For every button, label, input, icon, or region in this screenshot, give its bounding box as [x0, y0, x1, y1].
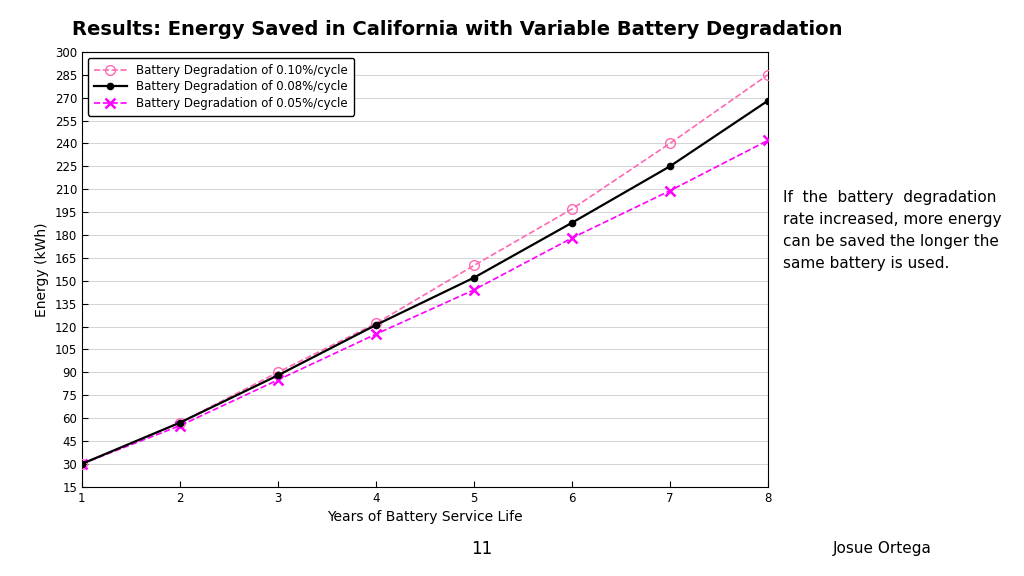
Battery Degradation of 0.08%/cycle	[762, 97, 774, 104]
Battery Degradation of 0.10%/cycle	[762, 71, 774, 78]
Line: Battery Degradation of 0.05%/cycle: Battery Degradation of 0.05%/cycle	[77, 135, 773, 469]
Battery Degradation of 0.05%/cycle	[271, 377, 284, 384]
Battery Degradation of 0.08%/cycle	[271, 372, 284, 379]
Text: Results: Energy Saved in California with Variable Battery Degradation: Results: Energy Saved in California with…	[72, 20, 842, 39]
Battery Degradation of 0.08%/cycle	[76, 460, 88, 467]
Battery Degradation of 0.05%/cycle	[566, 234, 579, 241]
Battery Degradation of 0.10%/cycle	[664, 140, 676, 147]
Battery Degradation of 0.10%/cycle	[76, 460, 88, 467]
X-axis label: Years of Battery Service Life: Years of Battery Service Life	[327, 510, 523, 524]
Y-axis label: Energy (kWh): Energy (kWh)	[35, 222, 49, 317]
Battery Degradation of 0.10%/cycle	[468, 262, 480, 269]
Battery Degradation of 0.08%/cycle	[370, 321, 382, 328]
Battery Degradation of 0.05%/cycle	[664, 187, 676, 194]
Battery Degradation of 0.08%/cycle	[174, 419, 186, 426]
Battery Degradation of 0.05%/cycle	[76, 460, 88, 467]
Battery Degradation of 0.08%/cycle	[468, 274, 480, 281]
Line: Battery Degradation of 0.10%/cycle: Battery Degradation of 0.10%/cycle	[77, 70, 773, 469]
Battery Degradation of 0.05%/cycle	[762, 137, 774, 144]
Legend: Battery Degradation of 0.10%/cycle, Battery Degradation of 0.08%/cycle, Battery : Battery Degradation of 0.10%/cycle, Batt…	[88, 58, 354, 116]
Battery Degradation of 0.10%/cycle	[174, 419, 186, 426]
Text: 11: 11	[471, 540, 492, 558]
Battery Degradation of 0.05%/cycle	[174, 422, 186, 429]
Battery Degradation of 0.08%/cycle	[664, 163, 676, 170]
Line: Battery Degradation of 0.08%/cycle: Battery Degradation of 0.08%/cycle	[79, 97, 771, 467]
Battery Degradation of 0.10%/cycle	[271, 369, 284, 376]
Battery Degradation of 0.05%/cycle	[468, 286, 480, 293]
Battery Degradation of 0.10%/cycle	[370, 320, 382, 327]
Battery Degradation of 0.10%/cycle	[566, 206, 579, 213]
Battery Degradation of 0.08%/cycle	[566, 219, 579, 226]
Text: Josue Ortega: Josue Ortega	[833, 541, 932, 556]
Battery Degradation of 0.05%/cycle	[370, 331, 382, 338]
Text: If  the  battery  degradation
rate increased, more energy
can be saved the longe: If the battery degradation rate increase…	[783, 190, 1001, 271]
